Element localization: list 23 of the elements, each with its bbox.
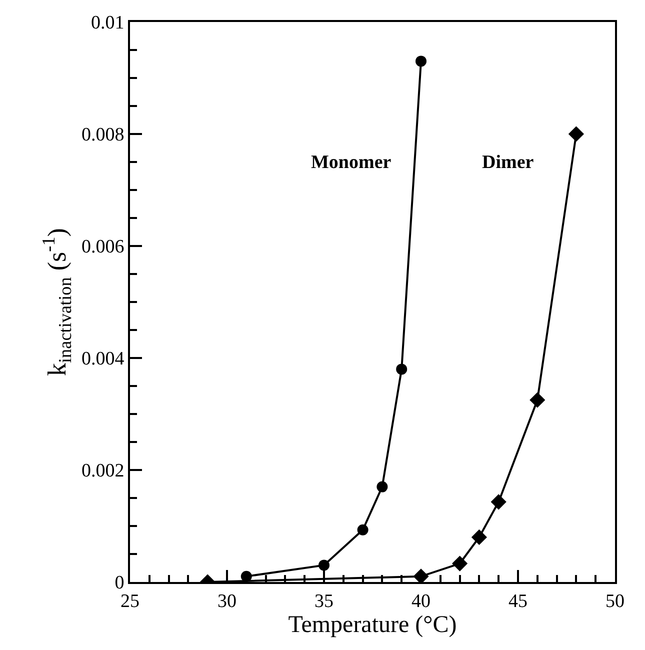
- x-axis-title: Temperature (°C): [288, 612, 457, 638]
- y-tick-label: 0.002: [81, 460, 124, 482]
- point: [568, 126, 584, 142]
- series-label: Dimer: [482, 152, 534, 173]
- point: [376, 481, 388, 492]
- x-tick-label: 50: [606, 590, 624, 612]
- point: [318, 560, 330, 571]
- point: [357, 524, 368, 536]
- y-tick-label: 0.008: [81, 124, 124, 146]
- x-tick-label: 45: [508, 590, 528, 612]
- point: [530, 392, 546, 408]
- x-tick-label: 40: [412, 590, 430, 612]
- point: [452, 556, 468, 572]
- x-tick-label: 30: [218, 590, 236, 612]
- point: [471, 529, 487, 545]
- point: [490, 494, 506, 510]
- y-tick-label: 0.01: [90, 12, 124, 34]
- y-tick-label: 0.006: [81, 236, 124, 258]
- y-tick-label: 0.004: [81, 348, 125, 370]
- x-tick-label: 35: [314, 590, 334, 612]
- point: [396, 364, 408, 375]
- series-label: Monomer: [311, 152, 392, 173]
- point: [416, 56, 426, 67]
